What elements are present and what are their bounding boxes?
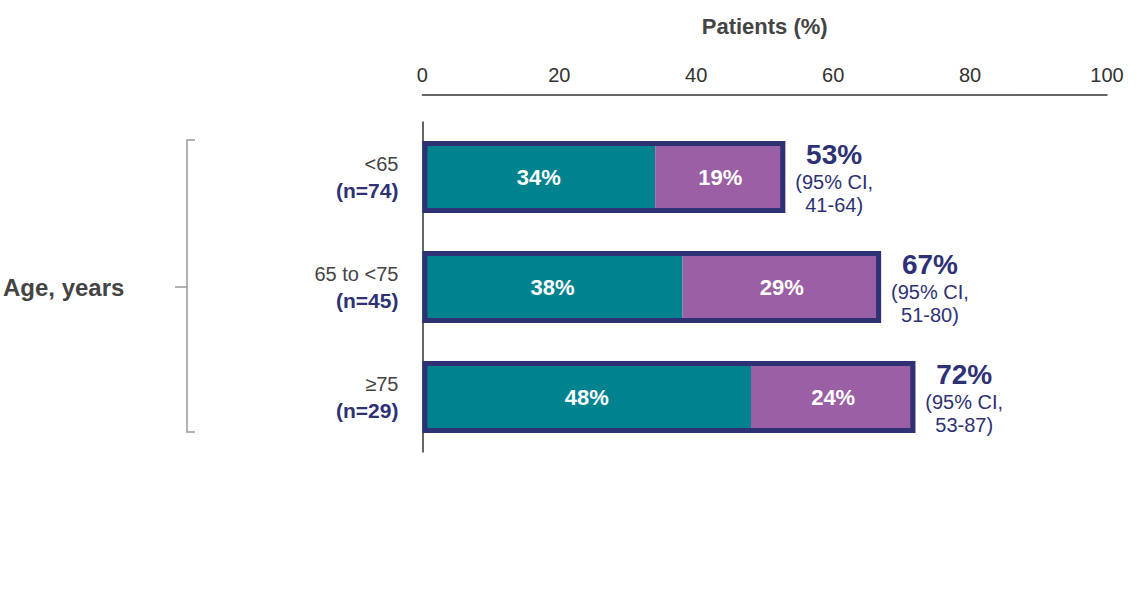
svg-text:67%: 67% xyxy=(902,249,958,280)
svg-text:53-87): 53-87) xyxy=(935,414,993,436)
svg-text:Patients (%): Patients (%) xyxy=(702,14,828,39)
svg-text:65 to <75: 65 to <75 xyxy=(314,263,398,285)
svg-text:≥75: ≥75 xyxy=(365,373,398,395)
svg-text:60: 60 xyxy=(822,64,844,86)
svg-text:20: 20 xyxy=(548,64,570,86)
svg-text:19%: 19% xyxy=(698,165,742,190)
svg-text:(n=45): (n=45) xyxy=(336,289,398,312)
svg-text:(95% CI,: (95% CI, xyxy=(925,391,1003,413)
svg-text:Age, years: Age, years xyxy=(3,274,124,301)
svg-text:53%: 53% xyxy=(806,139,862,170)
svg-text:40: 40 xyxy=(685,64,707,86)
svg-text:29%: 29% xyxy=(760,275,804,300)
svg-text:41-64): 41-64) xyxy=(805,194,863,216)
svg-text:(95% CI,: (95% CI, xyxy=(795,171,873,193)
svg-text:51-80): 51-80) xyxy=(901,304,959,326)
svg-text:(n=74): (n=74) xyxy=(336,179,398,202)
svg-text:24%: 24% xyxy=(811,385,855,410)
svg-text:48%: 48% xyxy=(565,385,609,410)
svg-text:(95% CI,: (95% CI, xyxy=(891,281,969,303)
svg-text:34%: 34% xyxy=(517,165,561,190)
svg-text:<65: <65 xyxy=(364,153,398,175)
svg-text:38%: 38% xyxy=(530,275,574,300)
svg-text:72%: 72% xyxy=(936,359,992,390)
svg-text:100: 100 xyxy=(1090,64,1123,86)
svg-text:80: 80 xyxy=(959,64,981,86)
svg-text:(n=29): (n=29) xyxy=(336,399,398,422)
svg-text:0: 0 xyxy=(417,64,428,86)
